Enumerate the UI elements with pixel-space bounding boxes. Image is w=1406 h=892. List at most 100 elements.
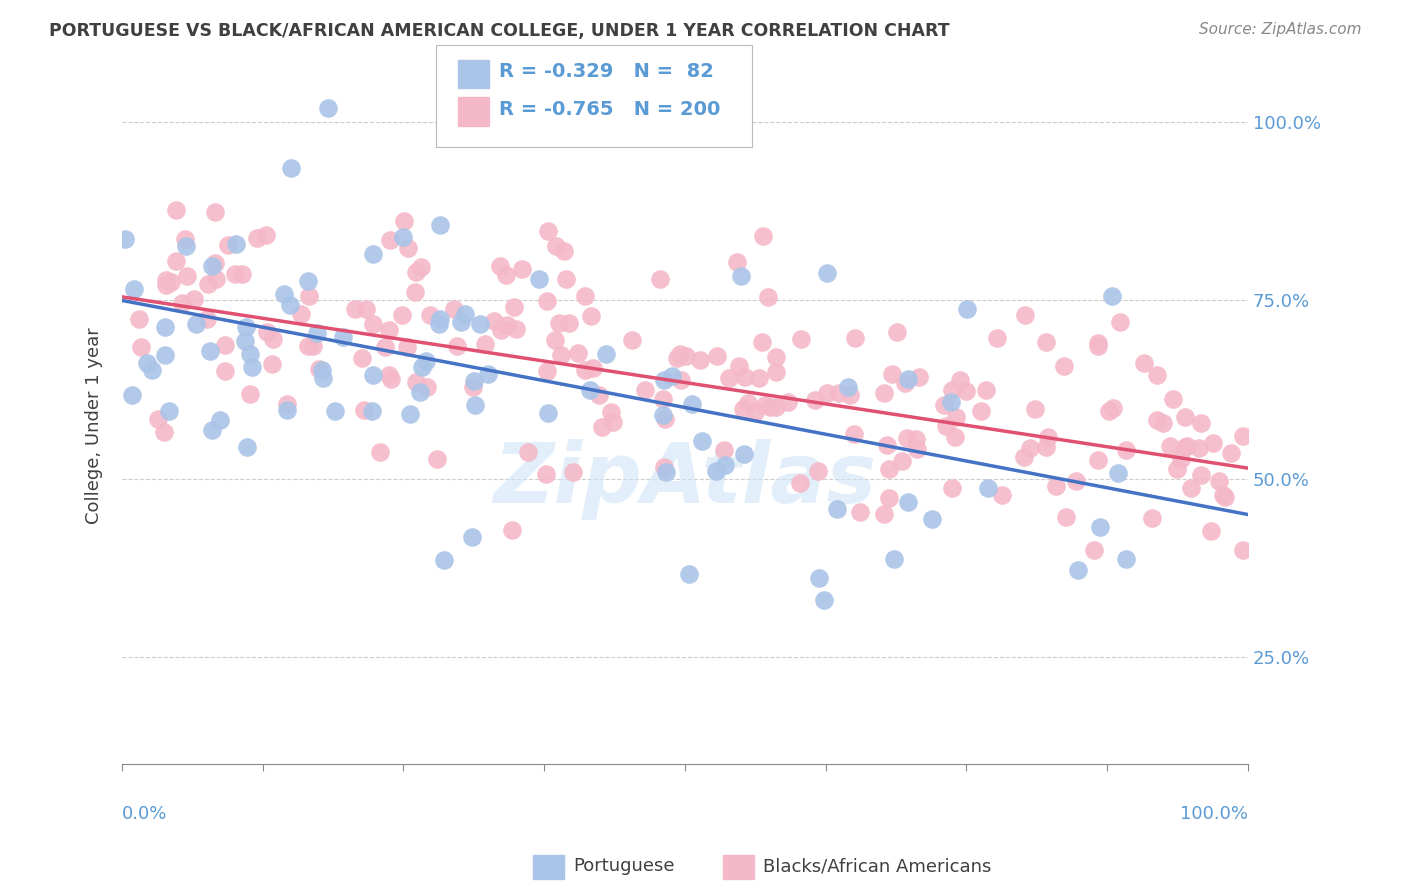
Point: [302, 339, 325, 353]
Point: [128, 312, 150, 326]
Point: [398, 407, 420, 421]
Point: [1212, 487, 1234, 501]
Point: [463, 375, 485, 389]
Point: [121, 388, 143, 402]
Point: [877, 491, 900, 505]
Point: [201, 259, 224, 273]
Point: [489, 323, 512, 337]
Point: [214, 364, 236, 378]
Point: [204, 271, 226, 285]
Point: [392, 230, 415, 244]
Point: [155, 348, 177, 362]
Point: [692, 434, 714, 448]
Point: [416, 380, 439, 394]
Point: [495, 268, 517, 282]
Point: [165, 253, 187, 268]
Point: [332, 329, 354, 343]
Point: [1064, 474, 1087, 488]
Point: [681, 397, 703, 411]
Point: [1054, 509, 1077, 524]
Point: [1146, 368, 1168, 383]
Point: [669, 373, 692, 387]
Point: [544, 239, 567, 253]
Point: [433, 553, 456, 567]
Point: [1152, 416, 1174, 430]
Point: [280, 161, 302, 175]
Point: [233, 334, 256, 349]
Point: [311, 363, 333, 377]
Point: [756, 290, 779, 304]
Point: [204, 205, 226, 219]
Point: [527, 272, 550, 286]
Point: [713, 442, 735, 457]
Point: [155, 273, 177, 287]
Point: [534, 467, 557, 481]
Point: [1038, 430, 1060, 444]
Point: [297, 275, 319, 289]
Point: [298, 289, 321, 303]
Y-axis label: College, Under 1 year: College, Under 1 year: [86, 327, 103, 524]
Point: [468, 317, 491, 331]
Text: Source: ZipAtlas.com: Source: ZipAtlas.com: [1198, 22, 1361, 37]
Point: [945, 409, 967, 424]
Point: [574, 289, 596, 303]
Point: [1067, 563, 1090, 577]
Point: [941, 384, 963, 398]
Point: [1088, 520, 1111, 534]
Point: [1045, 478, 1067, 492]
Point: [198, 343, 221, 358]
Point: [661, 369, 683, 384]
Point: [256, 325, 278, 339]
Point: [654, 411, 676, 425]
Point: [172, 295, 194, 310]
Point: [765, 366, 787, 380]
Point: [815, 385, 838, 400]
Point: [155, 277, 177, 292]
Point: [744, 405, 766, 419]
Point: [789, 475, 811, 490]
Point: [239, 387, 262, 401]
Point: [148, 412, 170, 426]
Point: [548, 316, 571, 330]
Point: [350, 351, 373, 365]
Point: [897, 495, 920, 509]
Point: [654, 373, 676, 387]
Point: [1035, 335, 1057, 350]
Point: [908, 369, 931, 384]
Point: [842, 427, 865, 442]
Point: [1188, 441, 1211, 455]
Point: [323, 403, 346, 417]
Point: [751, 334, 773, 349]
Point: [153, 320, 176, 334]
Point: [308, 362, 330, 376]
Point: [380, 233, 402, 247]
Point: [1035, 440, 1057, 454]
Point: [813, 593, 835, 607]
Point: [354, 302, 377, 317]
Point: [236, 440, 259, 454]
Point: [312, 370, 335, 384]
Point: [986, 331, 1008, 345]
Point: [242, 359, 264, 374]
Point: [1087, 335, 1109, 350]
Point: [1142, 511, 1164, 525]
Point: [905, 442, 928, 456]
Point: [588, 387, 610, 401]
Point: [550, 348, 572, 362]
Point: [391, 308, 413, 322]
Point: [1174, 410, 1197, 425]
Point: [748, 371, 770, 385]
Point: [176, 269, 198, 284]
Point: [246, 231, 269, 245]
Point: [648, 272, 671, 286]
Point: [669, 347, 692, 361]
Point: [536, 294, 558, 309]
Point: [496, 318, 519, 333]
Point: [904, 432, 927, 446]
Point: [1019, 441, 1042, 455]
Point: [378, 368, 401, 382]
Point: [941, 395, 963, 409]
Point: [174, 232, 197, 246]
Point: [765, 350, 787, 364]
Point: [152, 425, 174, 439]
